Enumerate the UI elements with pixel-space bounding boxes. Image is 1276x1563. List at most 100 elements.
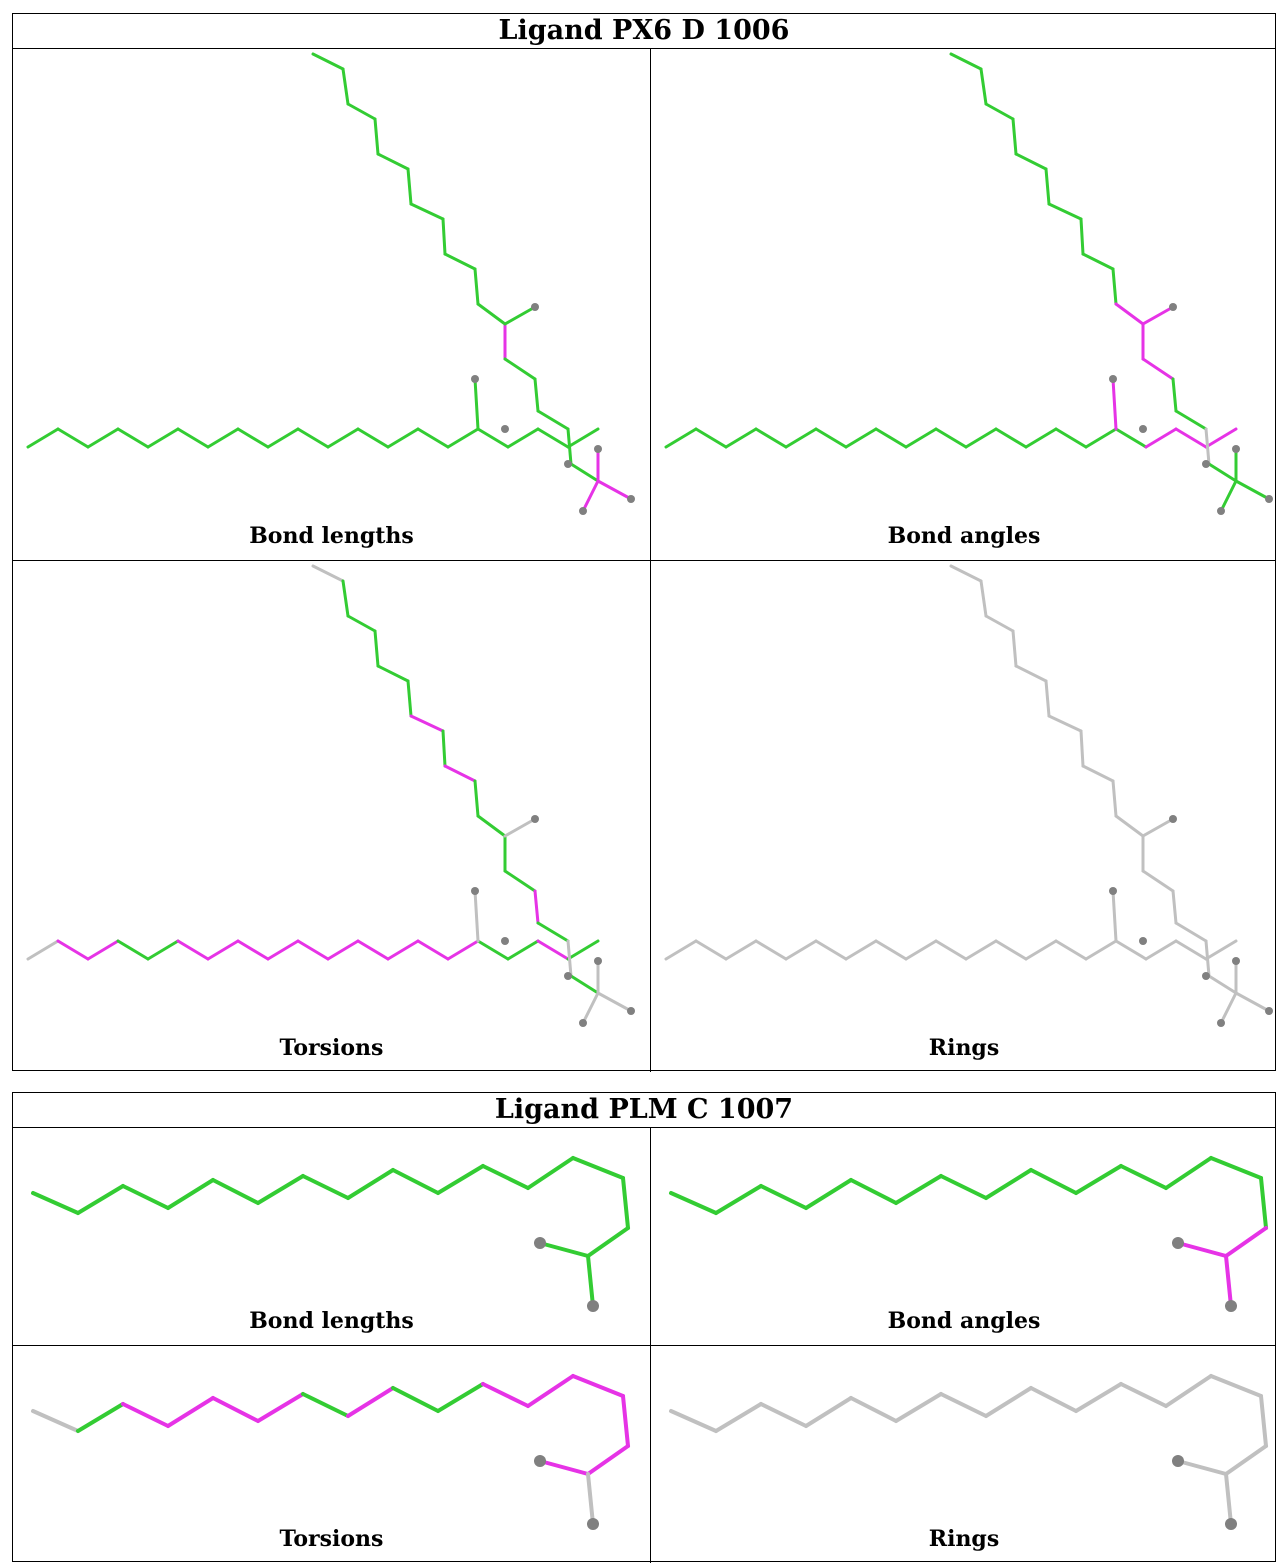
bond [301, 1392, 350, 1418]
molecule-svg [669, 1156, 1268, 1312]
bond [849, 1396, 898, 1423]
bond [1114, 427, 1148, 449]
bond [443, 252, 477, 271]
bond [814, 939, 848, 961]
bond [1141, 357, 1175, 381]
molecule-svg [26, 52, 635, 515]
bond [844, 939, 878, 961]
bond [1047, 202, 1083, 221]
bond [441, 729, 447, 768]
atom [531, 303, 539, 311]
bond [724, 939, 758, 961]
bond [506, 427, 540, 449]
bond [356, 939, 390, 961]
molecule-svg [31, 1156, 630, 1312]
bond [979, 67, 988, 106]
bond [566, 427, 600, 449]
panel-caption: Bond lengths [249, 1308, 414, 1334]
bond [301, 1174, 350, 1200]
bond [86, 939, 120, 961]
bond [503, 817, 537, 838]
bond [894, 1392, 943, 1423]
bond [664, 427, 698, 449]
bond [724, 427, 758, 449]
bond [476, 427, 510, 449]
bond [1207, 462, 1238, 483]
bond [1144, 939, 1178, 961]
bond [1204, 427, 1238, 449]
bond [1119, 1164, 1168, 1190]
bond [586, 1472, 595, 1526]
bond [1204, 427, 1211, 466]
atom [1217, 507, 1225, 515]
atom [1232, 957, 1240, 965]
bond [1144, 427, 1178, 449]
bond [536, 427, 570, 449]
bond [31, 1191, 80, 1215]
bond [874, 427, 908, 449]
atom [1202, 972, 1210, 980]
atom [1172, 1455, 1184, 1467]
bond [1044, 167, 1051, 206]
bond [1141, 305, 1175, 326]
molecule-svg [664, 52, 1273, 515]
bond [1119, 1382, 1168, 1408]
bond [176, 427, 210, 449]
bond [1174, 427, 1208, 449]
bond [596, 991, 633, 1013]
bond [984, 614, 1015, 633]
bond [311, 564, 345, 583]
bond [146, 939, 180, 961]
bond [586, 1226, 630, 1258]
atom [1169, 815, 1177, 823]
atom [594, 957, 602, 965]
bond [538, 1459, 590, 1476]
bond [904, 427, 938, 449]
molecule-svg [664, 564, 1273, 1027]
bond [409, 714, 445, 733]
bond [596, 479, 633, 501]
ligand-title: Ligand PX6 D 1006 [13, 14, 1275, 49]
bond [416, 427, 450, 449]
atom [471, 375, 479, 383]
bond [759, 1402, 808, 1428]
bond [1084, 939, 1118, 961]
bond [1014, 664, 1048, 683]
bond [984, 102, 1015, 121]
bond [406, 167, 413, 206]
bond [26, 427, 60, 449]
bond [538, 1241, 590, 1258]
panel-caption: Rings [928, 1526, 1000, 1552]
bond [1207, 974, 1238, 995]
atom [1109, 887, 1117, 895]
bond [1219, 479, 1238, 513]
bond [373, 629, 380, 668]
bond [1219, 991, 1238, 1025]
panel-bond-angles: Bond angles [650, 49, 1276, 560]
bond [121, 1184, 170, 1210]
bond [571, 1156, 625, 1180]
bond [1259, 1394, 1268, 1448]
bond [446, 427, 480, 449]
bond [1224, 1226, 1268, 1258]
bond [621, 1176, 630, 1230]
bond [406, 679, 413, 718]
bond [714, 1402, 763, 1433]
atom [1169, 303, 1177, 311]
bond [1114, 302, 1145, 326]
bond [949, 564, 983, 583]
bond [586, 1254, 595, 1308]
atom [579, 507, 587, 515]
bond [436, 1382, 485, 1413]
bond [804, 1396, 853, 1428]
bond [849, 1178, 898, 1205]
bond [1081, 252, 1115, 271]
panel-rings: Rings [650, 1346, 1276, 1563]
bond [1176, 1241, 1228, 1258]
bond [1174, 409, 1208, 431]
bond [1079, 729, 1085, 768]
bond [1111, 377, 1118, 431]
bond [206, 427, 240, 449]
bond [1164, 1156, 1213, 1190]
bond [1024, 427, 1058, 449]
